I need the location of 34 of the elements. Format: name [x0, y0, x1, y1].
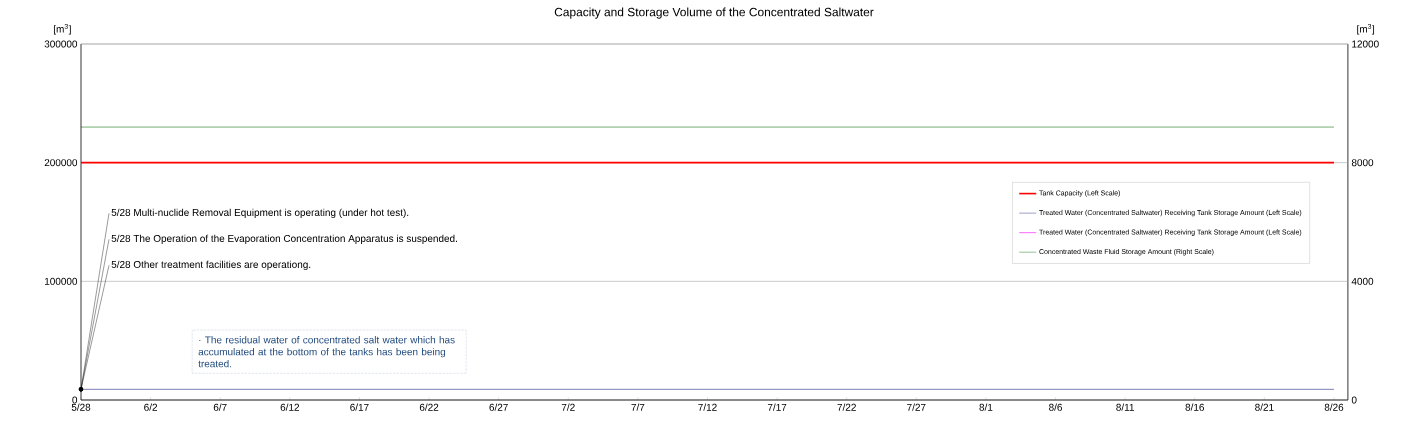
y-tick-label: 100000: [45, 277, 78, 285]
y2-tick-label: 4000: [1351, 277, 1374, 285]
annotation: 5/28 The Operation of the Evaporation Concentration Apparatus is suspended.: [111, 234, 457, 244]
x-tick-label: 7/12: [698, 403, 717, 411]
chart-title: Capacity and Storage Volume of the Concentrated Saltwater: [554, 7, 874, 19]
x-tick-label: 8/16: [1185, 403, 1205, 411]
y-tick-label: 200000: [44, 159, 78, 167]
x-tick-label: 7/17: [767, 403, 787, 411]
y-tick-label: 0: [72, 396, 78, 404]
y-axis-title: [m$^{3}$]: [53, 23, 71, 35]
annotation: 5/28 Multi-nuclide Removal Equipment is operating (under hot test).: [111, 208, 409, 218]
x-tick-label: 5/28: [71, 403, 91, 411]
x-tick-label: 6/7: [213, 403, 227, 411]
x-tick-label: 6/12: [280, 403, 300, 411]
x-tick-label: 8/11: [1116, 403, 1134, 411]
x-tick-label: 7/7: [631, 403, 645, 411]
x-tick-label: 6/17: [350, 403, 369, 411]
x-tick-label: 8/1: [979, 403, 993, 411]
annotation: · The residual water of concentrated salt water which has accumulated at the bottom of the tanks has been being treated.: [198, 336, 455, 368]
y2-axis-title: [m$^{3}$]: [1357, 23, 1375, 35]
x-tick-label: 6/2: [144, 403, 158, 411]
x-tick-label: 7/27: [907, 403, 926, 411]
x-tick-label: 6/22: [419, 403, 439, 411]
x-tick-label: 7/2: [561, 403, 575, 411]
x-tick-label: 7/22: [837, 403, 856, 411]
annotation: 5/28 Other treatment facilities are operationg.: [111, 260, 311, 270]
y2-tick-label: 8000: [1351, 159, 1374, 167]
y-tick-label: 300000: [44, 40, 78, 48]
y2-tick-label: 12000: [1352, 40, 1379, 48]
x-tick-label: 6/27: [489, 403, 508, 411]
x-tick-label: 8/6: [1049, 403, 1063, 411]
x-tick-label: 8/26: [1324, 403, 1344, 411]
y2-tick-label: 0: [1351, 396, 1357, 404]
x-tick-label: 8/21: [1255, 403, 1274, 411]
